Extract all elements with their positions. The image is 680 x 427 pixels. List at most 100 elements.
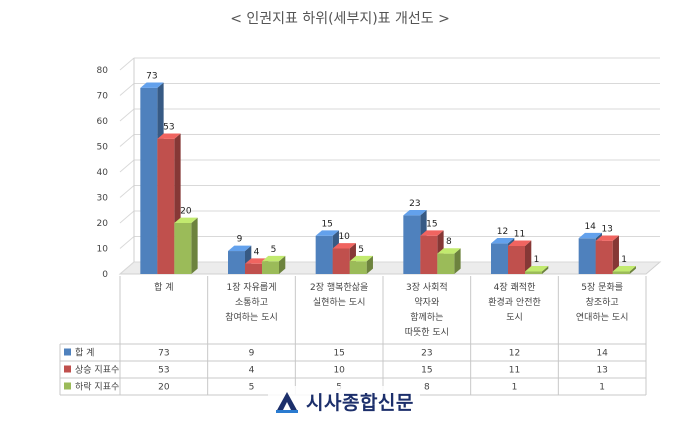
bar xyxy=(595,240,613,274)
bar-side xyxy=(612,235,619,274)
data-label: 1 xyxy=(534,255,540,265)
x-tick-label: 창조하고 xyxy=(586,297,619,308)
y-tick-label: 20 xyxy=(97,219,109,229)
bar xyxy=(262,261,279,274)
bar-top xyxy=(262,255,286,262)
y-tick-label: 10 xyxy=(97,245,109,255)
bar-top xyxy=(420,230,444,236)
x-tick-label: 따뜻한 도시 xyxy=(405,327,449,338)
x-tick-label: 4장 쾌적한 xyxy=(494,281,536,293)
bar xyxy=(332,248,350,274)
table-cell: 14 xyxy=(596,349,608,359)
data-label: 8 xyxy=(446,237,452,247)
gridline-side xyxy=(119,57,135,71)
x-tick-label: 함께하는 xyxy=(410,312,443,323)
table-cell: 73 xyxy=(158,349,169,359)
gridline-side xyxy=(119,108,135,122)
bar xyxy=(525,271,542,274)
table-cell: 1 xyxy=(512,383,518,393)
data-label: 4 xyxy=(254,247,260,257)
bar xyxy=(437,253,455,274)
table-cell: 53 xyxy=(158,366,169,376)
bar-top xyxy=(437,248,461,254)
bar-side xyxy=(629,266,636,274)
table-cell: 1 xyxy=(599,383,605,393)
y-tick-label: 50 xyxy=(97,143,109,153)
table-cell: 12 xyxy=(509,349,520,359)
x-tick-label: 연대하는 도시 xyxy=(576,312,629,323)
gridline-side xyxy=(119,185,135,198)
data-label: 1 xyxy=(621,255,627,265)
bar xyxy=(157,138,175,274)
x-tick-label: 2장 행복한삶을 xyxy=(310,281,368,293)
bar-top xyxy=(228,245,252,252)
table-cell: 20 xyxy=(158,383,170,393)
legend-label: 하락 지표수 xyxy=(75,381,119,393)
bar-top xyxy=(140,82,164,88)
bar-top xyxy=(491,238,515,244)
legend-label: 상승 지표수 xyxy=(75,365,119,376)
table-cell: 15 xyxy=(421,366,432,376)
bar-side xyxy=(366,255,373,274)
data-label: 5 xyxy=(271,245,277,255)
y-tick-label: 80 xyxy=(97,66,109,76)
logo-mark-icon xyxy=(276,391,298,413)
table-cell: 23 xyxy=(421,349,432,359)
data-label: 11 xyxy=(514,230,525,240)
bar xyxy=(245,263,262,274)
bar xyxy=(228,251,245,274)
bar-top xyxy=(508,240,532,246)
gridline-side xyxy=(119,236,135,249)
data-label: 15 xyxy=(426,219,437,229)
bar-side xyxy=(542,266,549,274)
bar xyxy=(349,261,367,274)
data-label: 12 xyxy=(497,227,508,237)
y-tick-label: 40 xyxy=(97,168,109,178)
bar-top xyxy=(349,255,373,262)
bar-side xyxy=(454,248,461,274)
y-tick-label: 30 xyxy=(97,194,109,204)
legend-swatch xyxy=(64,365,71,373)
data-label: 10 xyxy=(338,232,350,242)
bar-top xyxy=(578,232,602,239)
gridline-side xyxy=(119,159,135,173)
x-tick-label: 참여하는 도시 xyxy=(225,311,278,323)
bar-top xyxy=(332,243,356,249)
bar xyxy=(420,235,438,274)
legend-swatch xyxy=(64,348,71,356)
data-label: 20 xyxy=(180,207,192,217)
x-tick-label: 합 계 xyxy=(154,281,173,293)
table-cell: 13 xyxy=(596,366,607,376)
x-tick-label: 실현하는 도시 xyxy=(313,297,366,308)
table-cell: 9 xyxy=(249,349,255,359)
bar-top xyxy=(174,217,198,223)
table-cell: 11 xyxy=(509,366,520,376)
bar-top xyxy=(525,266,549,272)
bar xyxy=(491,243,508,274)
bar-side xyxy=(525,240,532,274)
bar-side xyxy=(191,217,198,274)
gridline-side xyxy=(119,134,135,147)
data-label: 13 xyxy=(601,224,612,234)
y-tick-label: 70 xyxy=(97,92,109,102)
data-label: 9 xyxy=(237,235,243,245)
x-tick-label: 도시 xyxy=(506,312,523,323)
watermark-logo: 시사종합신문 xyxy=(268,386,420,417)
data-label: 5 xyxy=(358,245,364,255)
gridline-side xyxy=(119,261,135,275)
bar xyxy=(403,215,421,274)
table-cell: 10 xyxy=(333,366,345,376)
table-cell: 4 xyxy=(249,366,255,376)
bar xyxy=(140,87,158,274)
x-tick-label: 5장 문화를 xyxy=(581,282,623,293)
bar xyxy=(612,271,630,274)
bar xyxy=(174,223,192,274)
gridline-side xyxy=(119,83,135,96)
bar xyxy=(315,235,333,274)
legend-swatch xyxy=(64,382,71,390)
data-label: 73 xyxy=(146,71,157,81)
data-label: 23 xyxy=(409,199,420,209)
bar-top xyxy=(157,133,181,139)
bar xyxy=(578,238,596,274)
gridline-side xyxy=(119,210,135,224)
